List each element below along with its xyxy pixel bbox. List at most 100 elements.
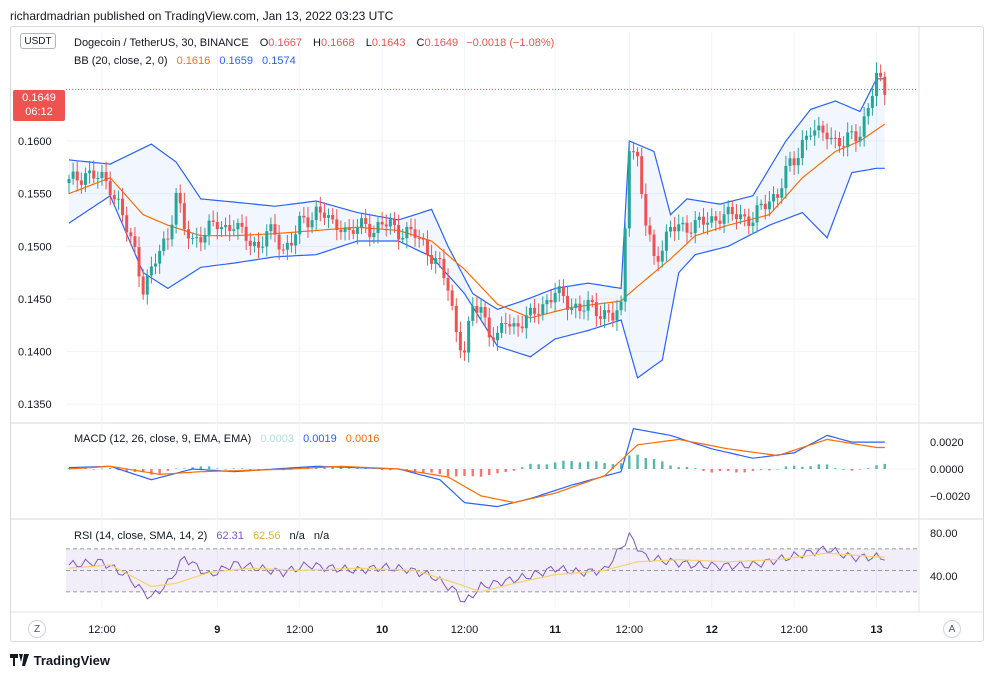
close-label: C xyxy=(416,37,425,49)
candle-body xyxy=(623,228,627,302)
candle-body xyxy=(88,170,92,174)
candle-body xyxy=(100,171,104,179)
macd-label[interactable]: MACD (12, 26, close, 9, EMA, EMA) xyxy=(74,433,252,445)
candle-body xyxy=(191,237,195,239)
time-tick-label: 11 xyxy=(549,624,561,636)
macd-hist-bar xyxy=(850,468,853,471)
candle-body xyxy=(281,249,285,251)
macd-tick-label: 0.0000 xyxy=(930,464,964,476)
macd-hist-bar xyxy=(727,468,730,471)
candle-body xyxy=(331,215,335,220)
candle-body xyxy=(875,72,879,97)
candle-body xyxy=(322,212,326,218)
low-label: L xyxy=(365,37,372,49)
candle-body xyxy=(516,323,520,327)
macd-hist-bar xyxy=(471,468,474,477)
macd-hist-bar xyxy=(817,464,821,469)
candle-body xyxy=(121,198,125,216)
candle-body xyxy=(154,263,158,267)
price-tick-label: 0.1500 xyxy=(18,241,52,253)
price-tick-label: 0.1450 xyxy=(18,294,52,306)
candle-body xyxy=(108,181,112,196)
candle-body xyxy=(566,296,570,310)
candle-body xyxy=(228,225,232,231)
candle-body xyxy=(652,234,656,257)
candle-body xyxy=(594,302,598,317)
time-tick-label: 13 xyxy=(870,624,882,636)
macd-hist-bar xyxy=(496,468,499,474)
candle-body xyxy=(693,220,697,234)
rsi-ma-value: 62.56 xyxy=(252,530,281,542)
macd-hist-bar xyxy=(529,463,532,469)
macd-line-value: 0.0019 xyxy=(303,433,337,445)
macd-hist-bar xyxy=(109,467,112,469)
candle-body xyxy=(483,307,487,318)
currency-button[interactable]: USDT xyxy=(20,33,56,49)
candle-body xyxy=(133,236,137,248)
macd-hist-bar xyxy=(166,468,170,471)
candle-body xyxy=(842,146,846,148)
macd-hist-bar xyxy=(339,466,343,469)
macd-hist-bar xyxy=(199,466,203,469)
candle-body xyxy=(714,216,718,221)
macd-hist-bar xyxy=(809,466,812,469)
candle-body xyxy=(582,310,586,312)
macd-hist-bar xyxy=(553,462,557,469)
macd-hist-bar xyxy=(174,468,178,470)
candle-body xyxy=(578,303,582,312)
candle-body xyxy=(879,72,883,77)
candle-body xyxy=(343,227,347,233)
macd-hist-bar xyxy=(661,461,664,469)
candle-body xyxy=(67,178,71,184)
candle-body xyxy=(417,237,421,239)
candle-body xyxy=(701,216,705,225)
candle-body xyxy=(508,323,512,327)
low-value: 0.1643 xyxy=(371,37,406,49)
candle-body xyxy=(248,240,252,246)
candle-body xyxy=(158,250,162,264)
candle-body xyxy=(219,227,223,230)
macd-hist-bar xyxy=(834,468,837,469)
candle-body xyxy=(458,332,462,351)
macd-hist-bar xyxy=(867,468,870,469)
candle-body xyxy=(739,214,743,220)
candle-body xyxy=(557,286,561,294)
macd-hist-bar xyxy=(347,468,351,469)
candle-body xyxy=(294,234,298,246)
candle-body xyxy=(215,221,219,230)
candle-body xyxy=(804,135,808,140)
candle-body xyxy=(236,222,240,230)
candle-body xyxy=(648,225,652,235)
auto-scale-button[interactable]: A xyxy=(943,620,961,638)
candle-body xyxy=(149,266,153,276)
candle-body xyxy=(174,192,178,225)
candle-body xyxy=(751,222,755,227)
macd-hist-bar xyxy=(512,468,516,471)
candle-body xyxy=(685,222,689,233)
bb-label[interactable]: BB (20, close, 2, 0) xyxy=(74,55,168,67)
candle-body xyxy=(541,304,545,315)
candle-body xyxy=(479,307,483,313)
candle-body xyxy=(706,222,710,225)
candle-body xyxy=(780,188,784,198)
candle-body xyxy=(186,229,190,239)
macd-hist-bar xyxy=(611,464,615,469)
macd-hist-bar xyxy=(759,468,763,470)
bb-lower-value: 0.1574 xyxy=(262,55,296,67)
candle-body xyxy=(289,242,293,246)
macd-line xyxy=(68,428,885,508)
rsi-tick-label: 40.00 xyxy=(930,571,958,583)
candle-body xyxy=(734,214,738,220)
bb-legend: BB (20, close, 2, 0) 0.1616 0.1659 0.157… xyxy=(74,55,299,67)
candle-body xyxy=(500,323,504,333)
symbol-label[interactable]: Dogecoin / TetherUS, 30, BINANCE xyxy=(74,37,249,49)
macd-hist-bar xyxy=(216,468,219,470)
rsi-label[interactable]: RSI (14, close, SMA, 14, 2) xyxy=(74,530,208,542)
last-price-tag: 0.1649 06:12 xyxy=(13,90,65,121)
bb-band-fill xyxy=(69,78,885,378)
candle-body xyxy=(339,230,343,233)
macd-hist-bar xyxy=(331,465,334,469)
zoom-button[interactable]: Z xyxy=(28,620,46,638)
candle-body xyxy=(467,320,471,353)
